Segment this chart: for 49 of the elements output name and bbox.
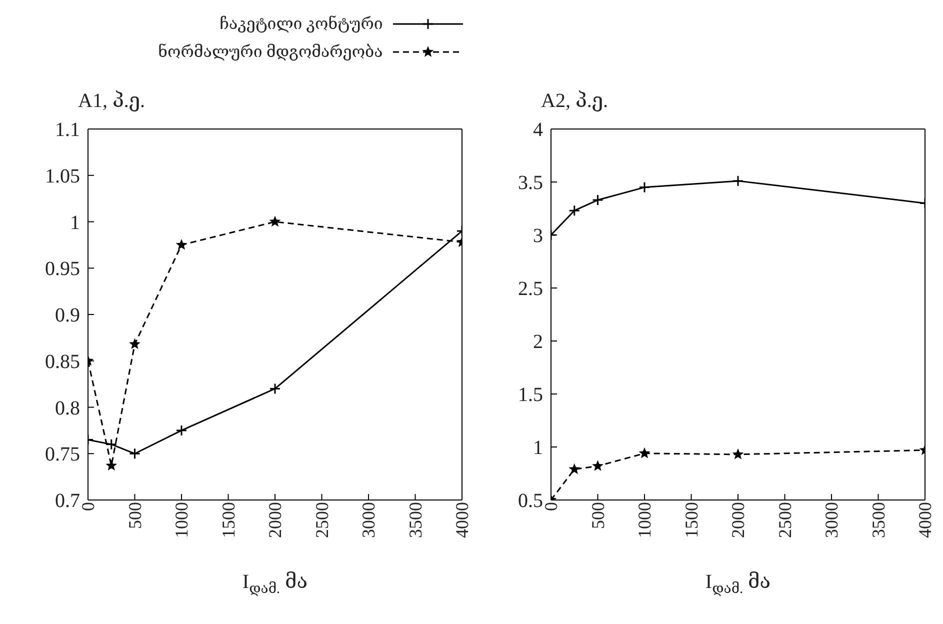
legend-label: ჩაკეტილი კონტური bbox=[220, 14, 383, 34]
x-tick-label: 1500 bbox=[218, 502, 238, 538]
point bbox=[568, 463, 580, 474]
y-tick-label: 1.5 bbox=[518, 384, 543, 406]
y-tick-label: 4 bbox=[533, 119, 543, 142]
x-axis-title: I$_{დამ.}$ მა bbox=[705, 571, 771, 597]
legend-label: ნორმალური მდგომარეობა bbox=[158, 42, 383, 62]
point bbox=[129, 338, 140, 350]
x-tick-label: 2000 bbox=[728, 502, 748, 538]
y-axis-title: A1, პ.ე. bbox=[78, 89, 146, 113]
x-tick-label: 2000 bbox=[265, 502, 285, 538]
y-tick-label: 3 bbox=[533, 225, 543, 248]
y-tick-label: 2 bbox=[533, 331, 543, 354]
x-tick-label: 2500 bbox=[774, 502, 795, 538]
x-tick-label: 500 bbox=[588, 502, 608, 529]
y-tick-label: 0.95 bbox=[45, 258, 80, 280]
point bbox=[269, 216, 281, 227]
x-tick-label: 1000 bbox=[634, 502, 654, 538]
x-tick-label: 3500 bbox=[868, 502, 888, 538]
x-tick-label: 3500 bbox=[405, 502, 426, 538]
y-tick-label: 0.75 bbox=[45, 444, 80, 466]
point bbox=[732, 448, 744, 460]
y-axis-title: A2, პ.ე. bbox=[541, 89, 608, 113]
x-tick-label: 3000 bbox=[822, 502, 842, 538]
point bbox=[638, 447, 650, 458]
point bbox=[592, 460, 604, 471]
y-tick-label: 0.7 bbox=[55, 490, 80, 512]
x-tick-label: 2500 bbox=[312, 502, 332, 538]
y-tick-label: 1 bbox=[70, 212, 80, 234]
y-tick-label: 0.9 bbox=[55, 304, 80, 327]
y-tick-label: 1.1 bbox=[55, 119, 80, 142]
x-tick-label: 0 bbox=[78, 502, 98, 511]
y-tick-label: 1.05 bbox=[45, 165, 80, 188]
x-tick-label: 4000 bbox=[915, 502, 935, 538]
x-tick-label: 1000 bbox=[172, 502, 192, 538]
y-tick-label: 2.5 bbox=[518, 278, 543, 300]
x-tick-label: 0 bbox=[541, 502, 561, 511]
point bbox=[106, 460, 118, 471]
x-tick-label: 1500 bbox=[681, 502, 702, 538]
y-tick-label: 0.85 bbox=[45, 350, 80, 373]
x-tick-label: 3000 bbox=[358, 502, 378, 538]
y-tick-label: 1 bbox=[533, 437, 543, 460]
y-tick-label: 0.5 bbox=[518, 490, 543, 512]
point bbox=[176, 238, 188, 250]
x-axis-title: I$_{დამ.}$ მა bbox=[242, 571, 308, 597]
x-tick-label: 500 bbox=[124, 502, 145, 529]
y-tick-label: 3.5 bbox=[518, 172, 543, 194]
y-tick-label: 0.8 bbox=[55, 397, 80, 420]
x-tick-label: 4000 bbox=[452, 502, 472, 538]
